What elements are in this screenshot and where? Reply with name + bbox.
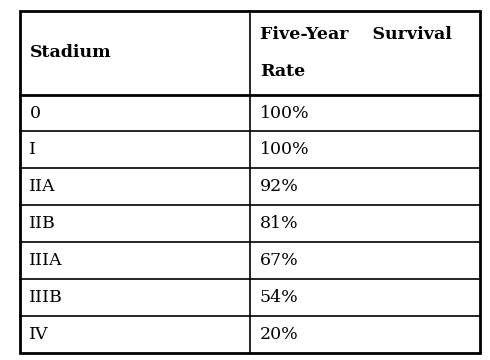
Text: Stadium: Stadium [29,44,111,61]
Text: IIA: IIA [29,178,56,195]
Text: 100%: 100% [260,104,309,122]
Text: 100%: 100% [260,141,309,158]
Text: I: I [29,141,36,158]
Text: 0: 0 [29,104,40,122]
Text: 54%: 54% [260,289,298,306]
Text: IIIB: IIIB [29,289,63,306]
Text: Five-Year    Survival: Five-Year Survival [260,26,452,43]
Text: Rate: Rate [260,63,305,80]
Text: IIIA: IIIA [29,252,63,269]
Text: 92%: 92% [260,178,298,195]
Text: IIB: IIB [29,215,56,232]
Text: 20%: 20% [260,326,298,343]
Text: 67%: 67% [260,252,298,269]
Text: 81%: 81% [260,215,298,232]
Text: IV: IV [29,326,49,343]
